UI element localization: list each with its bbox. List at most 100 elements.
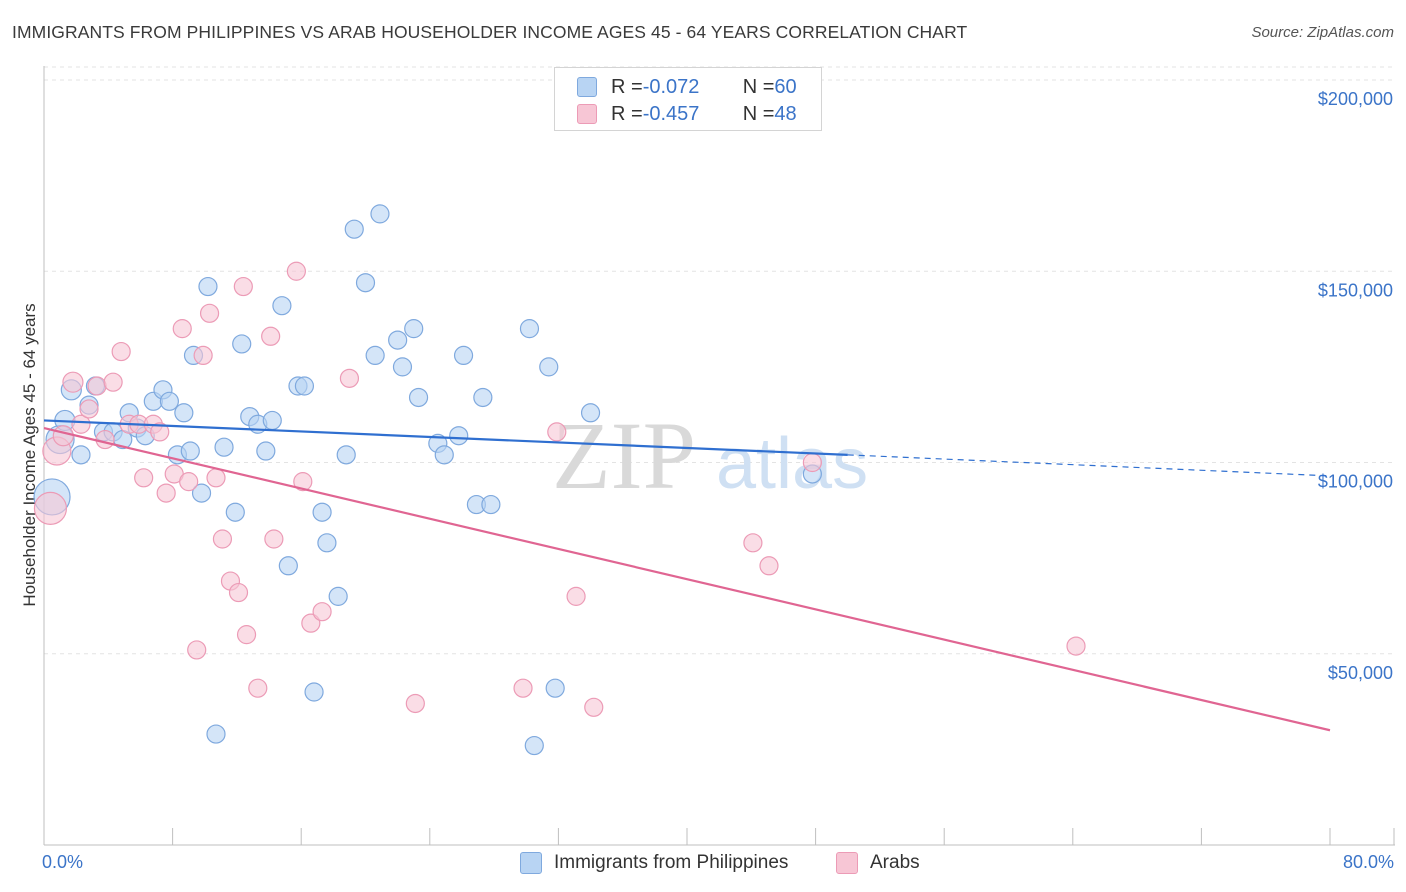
- data-point: [261, 326, 281, 346]
- data-point: [272, 296, 292, 316]
- data-point: [206, 468, 226, 488]
- legend-r-label: R =: [611, 75, 643, 98]
- data-point: [248, 678, 268, 698]
- y-tick-label: $100,000: [1318, 472, 1393, 492]
- data-point: [233, 276, 253, 297]
- data-point: [1066, 636, 1086, 656]
- watermark-zip: ZIP: [552, 402, 696, 509]
- data-point: [473, 387, 493, 408]
- data-point: [199, 303, 220, 323]
- trend-line-philippines-extension: [847, 454, 1331, 477]
- data-point: [339, 368, 360, 388]
- data-point: [453, 345, 474, 365]
- trend-lines: [43, 419, 1331, 732]
- data-point: [198, 276, 218, 297]
- correlation-legend: R = -0.072 N = 60 R = -0.457 N = 48: [554, 67, 822, 131]
- series-legend: Immigrants from Philippines Arabs: [0, 852, 1406, 878]
- data-point: [52, 425, 74, 447]
- data-point: [344, 219, 364, 239]
- data-point: [193, 345, 213, 365]
- data-point: [134, 468, 154, 488]
- data-point: [179, 472, 199, 492]
- trend-line-arabs: [43, 427, 1331, 732]
- data-point: [759, 556, 779, 576]
- x-tick-label-max: 80.0%: [1342, 852, 1394, 872]
- data-point: [312, 602, 332, 622]
- watermark: ZIP atlas: [552, 402, 868, 509]
- data-point: [802, 452, 822, 473]
- data-point: [214, 437, 234, 457]
- data-point: [71, 445, 91, 465]
- data-point: [545, 678, 565, 698]
- data-point: [191, 483, 212, 503]
- legend-n-label: N =: [742, 75, 775, 98]
- data-point: [317, 533, 337, 553]
- data-point: [206, 724, 226, 744]
- data-point: [156, 483, 176, 503]
- series-arabs-points: [33, 261, 1086, 717]
- data-point: [150, 422, 170, 442]
- series-legend-philippines[interactable]: Immigrants from Philippines: [520, 852, 788, 874]
- data-point: [388, 330, 408, 350]
- data-point: [293, 472, 313, 492]
- y-tick-label: $150,000: [1318, 280, 1393, 300]
- trend-line-philippines: [43, 419, 848, 456]
- series-legend-arabs[interactable]: Arabs: [836, 852, 920, 874]
- data-point: [294, 376, 315, 396]
- legend-swatch-pink: [836, 852, 858, 874]
- data-point: [79, 399, 99, 419]
- legend-r-label: R =: [611, 102, 643, 125]
- data-point: [232, 334, 252, 354]
- data-point: [404, 319, 424, 339]
- data-point: [228, 582, 249, 603]
- data-point: [62, 371, 84, 393]
- data-point: [524, 735, 544, 756]
- data-point: [278, 556, 298, 576]
- data-point: [405, 693, 425, 714]
- grid-lines: [44, 66, 1395, 655]
- data-point: [301, 613, 321, 633]
- data-point: [87, 376, 107, 396]
- y-tick-label: $50,000: [1328, 663, 1393, 683]
- data-point: [187, 640, 207, 660]
- y-tick-label: $200,000: [1318, 89, 1393, 109]
- data-point: [370, 204, 390, 224]
- data-point: [584, 697, 604, 717]
- data-point: [262, 410, 282, 431]
- data-point: [481, 494, 501, 515]
- legend-n-value: 48: [774, 102, 797, 125]
- data-point: [743, 533, 763, 553]
- data-point: [174, 403, 194, 423]
- data-point: [365, 345, 385, 365]
- legend-n-value: 60: [774, 75, 797, 98]
- series-legend-label: Immigrants from Philippines: [554, 852, 789, 873]
- data-point: [539, 357, 559, 377]
- data-point: [434, 445, 454, 465]
- data-point: [111, 341, 131, 362]
- data-point: [212, 529, 233, 549]
- data-point: [336, 445, 356, 465]
- data-point: [225, 502, 245, 522]
- data-point: [408, 387, 429, 408]
- legend-n-label: N =: [742, 102, 775, 125]
- legend-swatch-blue: [577, 77, 597, 97]
- data-point: [33, 491, 68, 525]
- data-point: [256, 441, 276, 461]
- data-point: [71, 414, 91, 434]
- data-point: [312, 502, 332, 522]
- data-point: [328, 586, 348, 606]
- y-tick-labels: $50,000 $100,000 $150,000 $200,000: [1318, 89, 1393, 683]
- source-credit: Source: ZipAtlas.com: [1251, 24, 1394, 41]
- legend-swatch-pink: [577, 104, 597, 124]
- data-point: [95, 429, 115, 450]
- data-point: [547, 422, 567, 442]
- data-point: [180, 441, 200, 461]
- data-point: [286, 261, 306, 281]
- data-point: [236, 625, 257, 645]
- series-legend-label: Arabs: [870, 852, 920, 873]
- axes: [43, 66, 1395, 846]
- data-point: [159, 391, 179, 411]
- data-point: [355, 273, 376, 293]
- legend-row-philippines: R = -0.072 N = 60: [577, 74, 797, 100]
